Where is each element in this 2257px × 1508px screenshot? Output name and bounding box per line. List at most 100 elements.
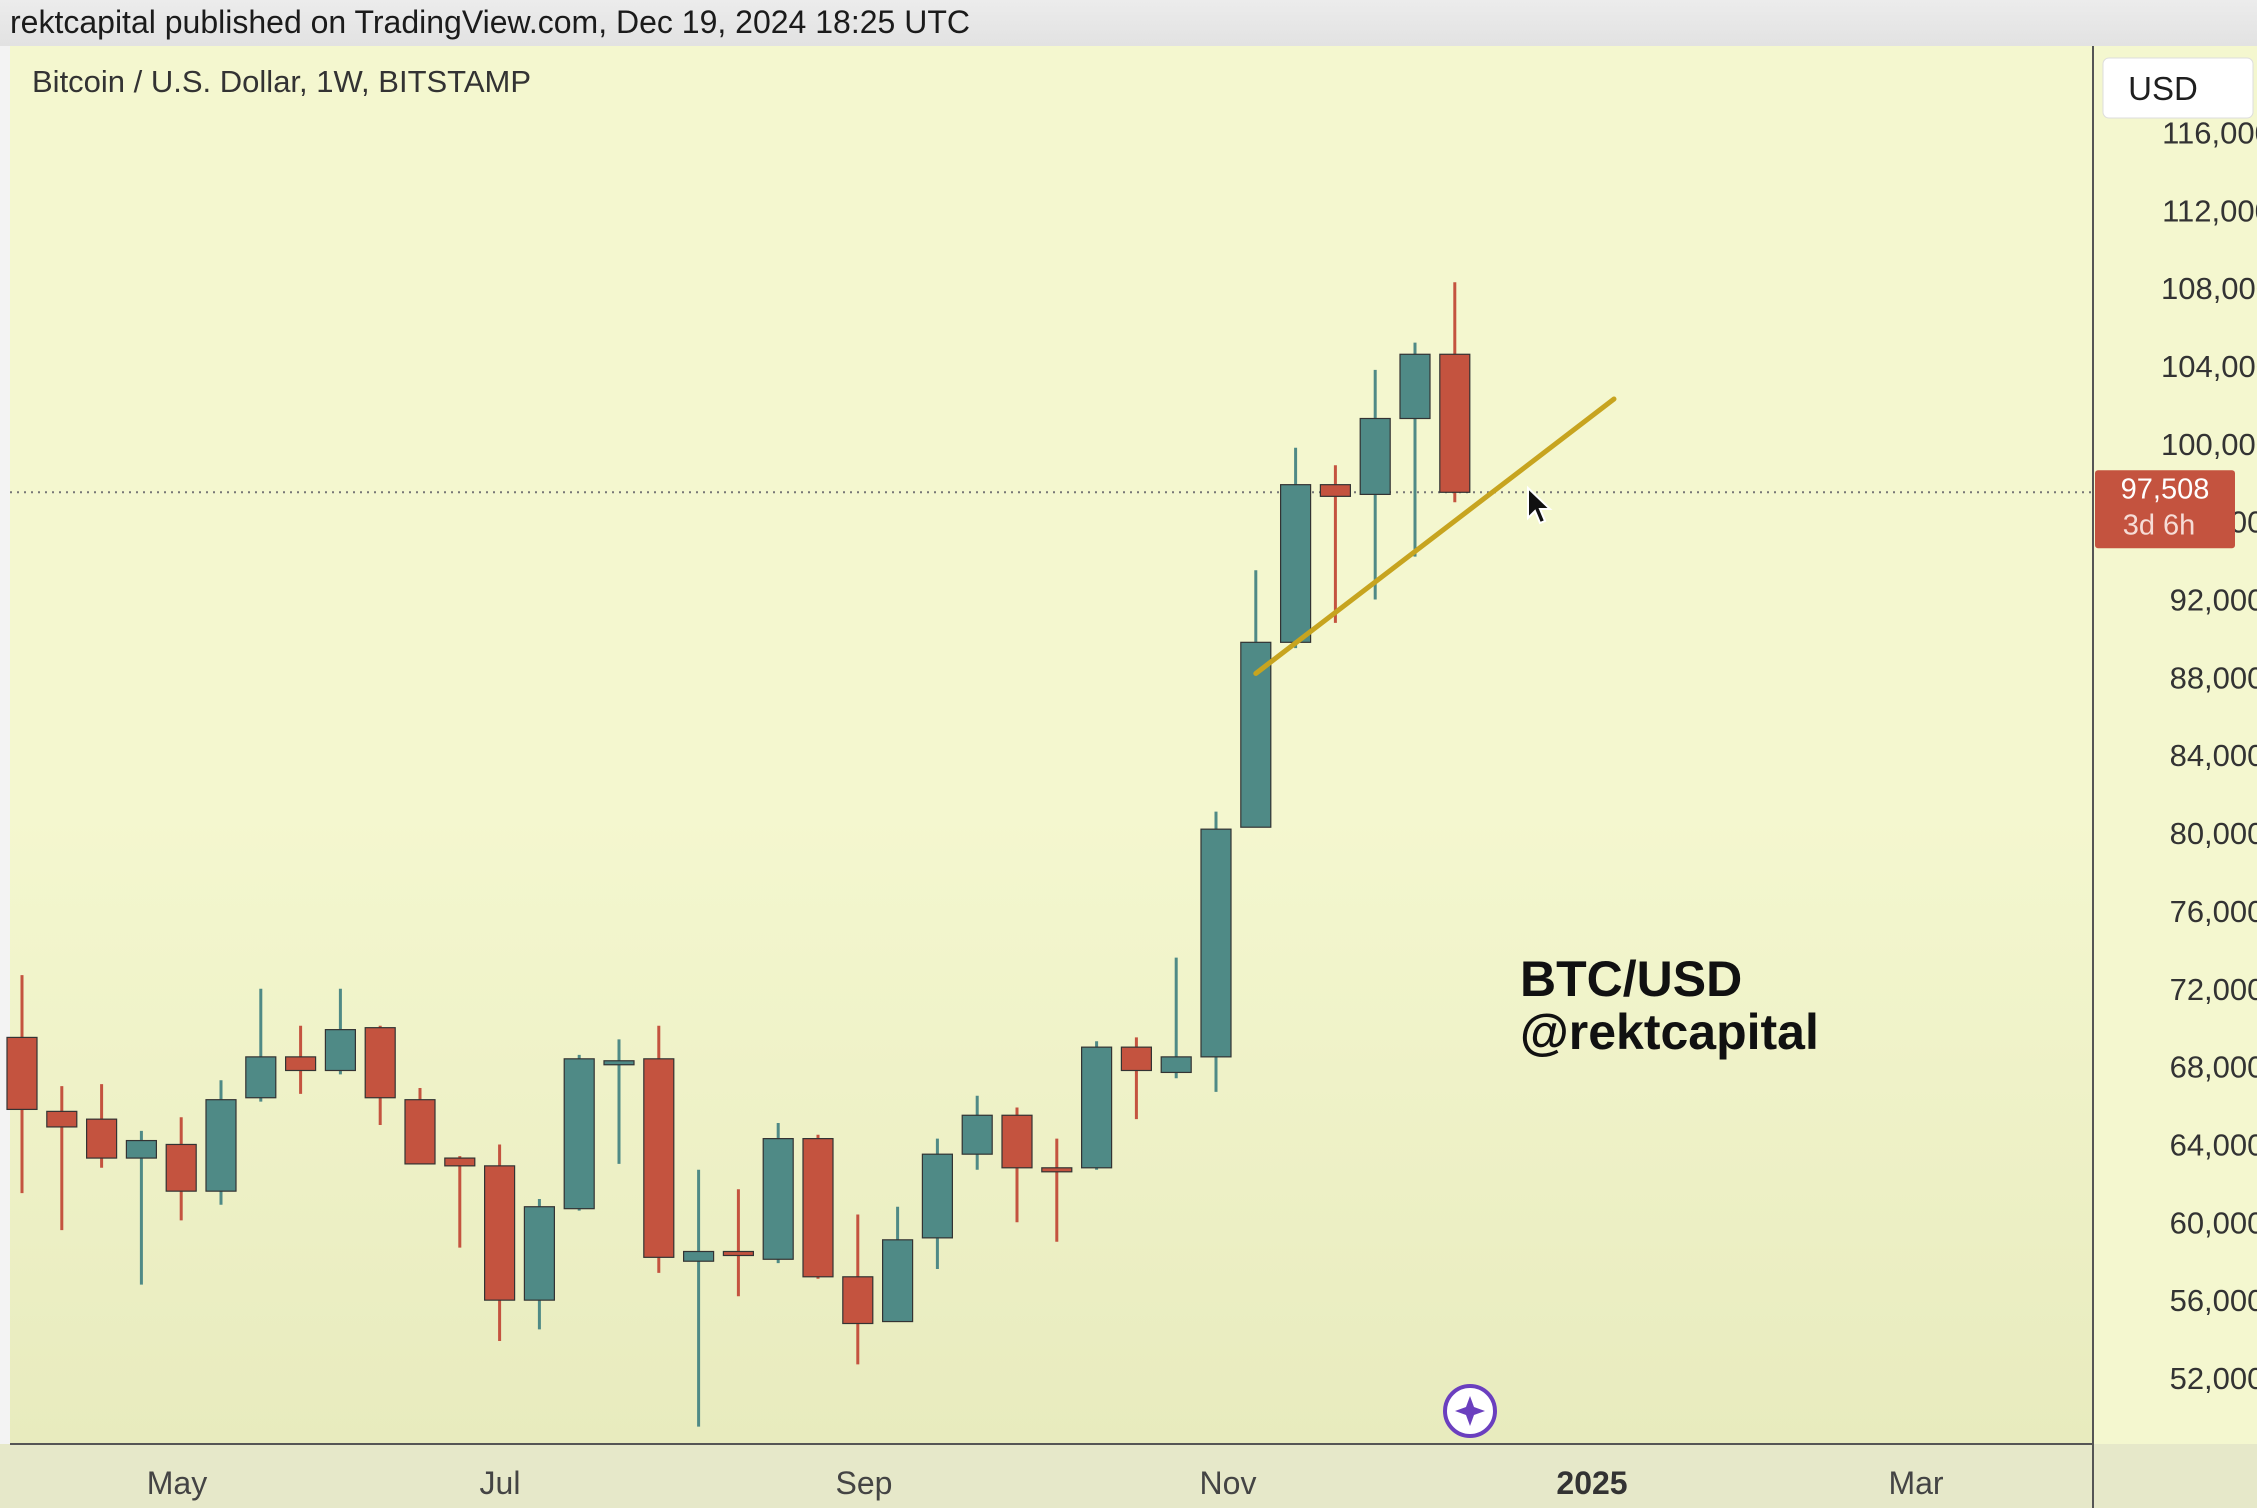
candle-body — [1279, 484, 1312, 643]
candle-body — [1041, 1167, 1073, 1173]
candle-body — [1120, 1046, 1153, 1072]
price-tick-label: 100,000 — [2161, 427, 2257, 462]
candle-body — [285, 1056, 317, 1072]
candle-body — [643, 1058, 675, 1258]
candle — [245, 988, 277, 1102]
time-scale[interactable] — [0, 1444, 2257, 1508]
candle — [364, 1025, 396, 1125]
candle-body — [245, 1056, 277, 1099]
time-ticks: May Jul Sep Nov 2025 Mar — [147, 1465, 1944, 1501]
currency-button[interactable]: USD — [2102, 57, 2254, 119]
candle — [484, 1144, 516, 1342]
candle — [444, 1156, 476, 1248]
candle — [404, 1088, 436, 1165]
candle — [961, 1095, 993, 1170]
candle-body — [165, 1143, 197, 1192]
candle — [324, 988, 356, 1075]
candle — [523, 1198, 556, 1330]
candle — [46, 1086, 78, 1231]
candle-body — [6, 1036, 38, 1111]
candle-body — [842, 1276, 874, 1325]
time-tick-label: May — [147, 1465, 207, 1501]
add-plus-circle-icon[interactable] — [1443, 1384, 1497, 1438]
candle — [1120, 1037, 1153, 1120]
price-tick-label: 80,000 — [2170, 816, 2257, 851]
candle — [722, 1189, 755, 1297]
time-tick-label: Mar — [1888, 1465, 1943, 1501]
candle-body — [523, 1206, 556, 1301]
symbol-label: Bitcoin / U.S. Dollar, 1W, BITSTAMP — [32, 64, 531, 99]
candle — [125, 1130, 158, 1285]
current-price-value: 97,508 — [2121, 473, 2210, 505]
candle — [205, 1080, 237, 1205]
price-tick-label: 104,000 — [2161, 349, 2257, 384]
candle-body — [881, 1239, 914, 1323]
mouse-pointer-icon — [1527, 485, 1553, 525]
candle — [802, 1134, 834, 1279]
candle-body — [364, 1027, 396, 1099]
candle-body — [1160, 1056, 1192, 1074]
candle-body — [722, 1250, 755, 1257]
price-tick-label: 60,000 — [2170, 1205, 2257, 1240]
price-tick-label: 56,000 — [2170, 1283, 2257, 1318]
candle-body — [682, 1250, 715, 1262]
time-tick-label: 2025 — [1556, 1465, 1627, 1501]
candle-body — [1439, 353, 1471, 493]
candle-body — [1080, 1046, 1113, 1169]
candle-body — [603, 1060, 635, 1066]
price-ticks: 52,000 56,000 60,000 64,000 68,000 72,000 76,0… — [2161, 115, 2257, 1396]
candle — [881, 1206, 914, 1323]
price-tick-label: 72,000 — [2170, 972, 2257, 1007]
candle-body — [1359, 417, 1391, 496]
candle — [643, 1025, 675, 1273]
candle-body — [205, 1099, 237, 1192]
candle-body — [484, 1165, 516, 1301]
price-chart[interactable]: 52,000 56,000 60,000 64,000 68,000 72,000 76,0… — [0, 46, 2257, 1508]
candle-body — [1001, 1114, 1033, 1169]
watermark-pair: BTC/USD — [1520, 951, 1742, 1007]
price-tick-label: 116,000 — [2162, 115, 2257, 150]
candle-body — [1240, 641, 1272, 828]
candle — [563, 1054, 595, 1211]
price-scale[interactable] — [2093, 46, 2257, 1444]
time-tick-label: Jul — [480, 1465, 521, 1501]
candle-body — [125, 1139, 158, 1159]
candle — [1200, 811, 1232, 1092]
plot-area[interactable] — [10, 46, 2093, 1444]
candle — [1359, 369, 1391, 600]
candle — [842, 1214, 874, 1365]
price-tick-label: 88,000 — [2170, 660, 2257, 695]
candle-body — [1200, 828, 1232, 1058]
candle-body — [921, 1153, 954, 1239]
bar-countdown: 3d 6h — [2123, 509, 2196, 541]
candle — [921, 1138, 954, 1270]
time-tick-label: Sep — [836, 1465, 893, 1501]
price-tick-label: 76,000 — [2170, 894, 2257, 929]
time-tick-label: Nov — [1200, 1465, 1257, 1501]
candle — [1080, 1041, 1113, 1170]
candle — [1319, 465, 1352, 623]
candle — [762, 1123, 794, 1264]
price-tick-label: 112,000 — [2162, 193, 2257, 228]
candle — [285, 1025, 317, 1094]
candle-body — [404, 1099, 436, 1165]
candle — [85, 1084, 118, 1168]
publish-header: rektcapital published on TradingView.com… — [0, 0, 2257, 46]
candle — [6, 975, 38, 1194]
price-tick-label: 84,000 — [2170, 738, 2257, 773]
candle — [1041, 1138, 1073, 1242]
trendline[interactable] — [1253, 396, 1617, 676]
candle-body — [1319, 484, 1352, 497]
candle — [1439, 282, 1471, 503]
candle — [1160, 957, 1192, 1079]
current-price-tag: 97,508 3d 6h — [2095, 470, 2235, 549]
price-tick-label: 68,000 — [2170, 1050, 2257, 1085]
candle — [1399, 342, 1431, 557]
candle — [1279, 447, 1312, 649]
currency-label: USD — [2128, 70, 2198, 107]
candle — [165, 1117, 197, 1221]
candle — [1001, 1107, 1033, 1223]
publish-text: rektcapital published on TradingView.com… — [10, 4, 970, 40]
price-tick-label: 52,000 — [2170, 1361, 2257, 1396]
candle-body — [444, 1157, 476, 1167]
